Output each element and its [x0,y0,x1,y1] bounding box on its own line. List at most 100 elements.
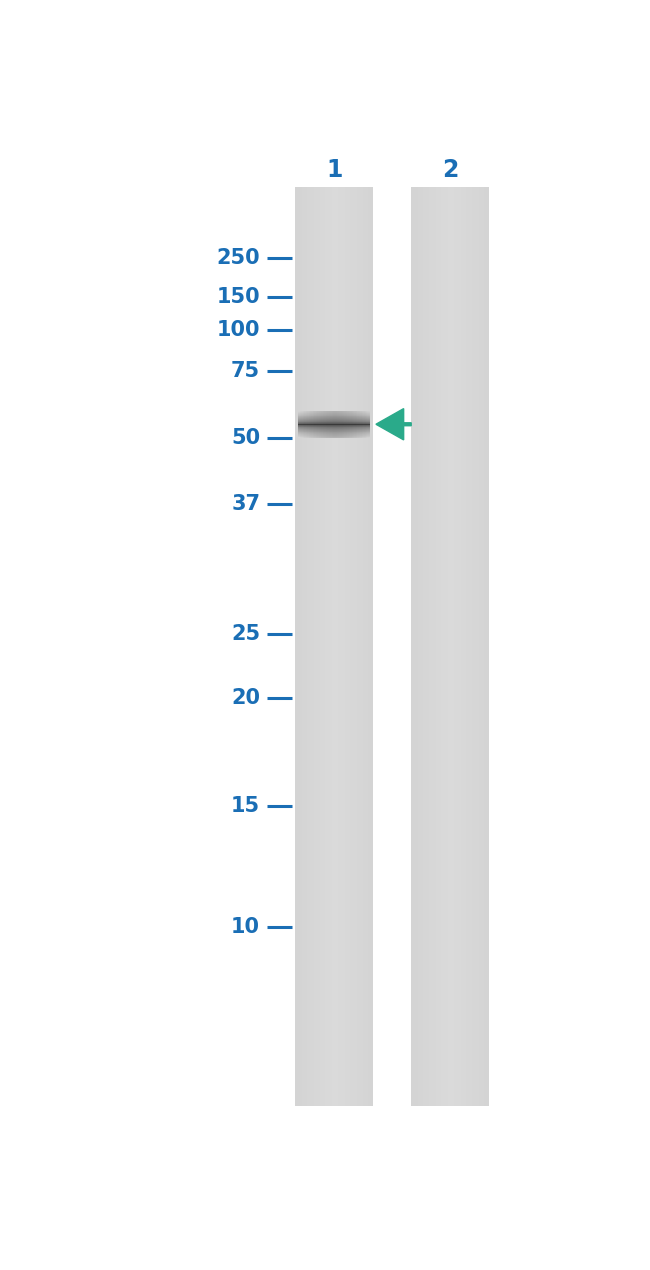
Bar [322,410,323,438]
Text: 15: 15 [231,795,260,815]
Bar [329,187,330,1106]
Bar [342,187,343,1106]
Bar [435,187,436,1106]
Bar [417,187,418,1106]
Bar [332,187,333,1106]
Bar [295,187,296,1106]
Bar [354,187,355,1106]
Bar [424,187,426,1106]
Bar [358,410,359,438]
Bar [364,187,365,1106]
Bar [414,187,415,1106]
Bar [335,187,337,1106]
Bar [307,187,308,1106]
Bar [448,187,449,1106]
Bar [367,410,369,438]
Text: 1: 1 [326,157,343,182]
Bar [457,187,458,1106]
Bar [432,187,434,1106]
Bar [311,187,312,1106]
Bar [347,410,349,438]
Bar [339,187,341,1106]
Bar [325,187,326,1106]
Bar [296,187,298,1106]
Text: 10: 10 [231,917,260,937]
Bar [436,187,437,1106]
Bar [431,187,432,1106]
Bar [411,187,413,1106]
Bar [482,187,483,1106]
Bar [418,187,419,1106]
Bar [421,187,422,1106]
Bar [307,410,309,438]
Bar [439,187,440,1106]
Bar [302,187,303,1106]
Bar [368,187,369,1106]
Bar [462,187,463,1106]
Bar [316,187,317,1106]
Bar [449,187,450,1106]
Bar [360,187,361,1106]
Bar [423,187,424,1106]
Bar [370,187,372,1106]
Text: 50: 50 [231,428,260,448]
Bar [454,187,456,1106]
Bar [333,187,334,1106]
Bar [415,187,417,1106]
Bar [313,410,314,438]
Text: 2: 2 [442,157,459,182]
Bar [428,187,430,1106]
Bar [334,410,336,438]
Bar [303,410,304,438]
Text: 100: 100 [216,320,260,340]
Bar [358,187,359,1106]
Bar [419,187,421,1106]
Bar [367,187,368,1106]
Bar [298,187,299,1106]
Bar [299,187,300,1106]
Bar [365,187,367,1106]
Bar [324,187,325,1106]
Bar [354,410,356,438]
Bar [445,187,447,1106]
Bar [483,187,484,1106]
Bar [458,187,460,1106]
Bar [310,410,311,438]
Text: 20: 20 [231,688,260,709]
Bar [347,187,348,1106]
Bar [443,187,444,1106]
Bar [452,187,453,1106]
Bar [344,187,346,1106]
Bar [350,410,352,438]
Bar [330,410,332,438]
Bar [317,187,318,1106]
Bar [469,187,470,1106]
Bar [308,187,309,1106]
Bar [337,410,339,438]
Text: 250: 250 [216,248,260,268]
Bar [341,410,343,438]
Bar [478,187,479,1106]
Bar [330,187,332,1106]
Bar [311,410,313,438]
Bar [361,187,363,1106]
Bar [355,187,356,1106]
Bar [318,410,320,438]
Bar [309,187,311,1106]
Bar [444,187,445,1106]
Bar [484,187,486,1106]
Bar [316,410,317,438]
Bar [315,187,316,1106]
Bar [366,410,367,438]
Bar [352,410,353,438]
Bar [320,410,322,438]
Bar [365,410,366,438]
Bar [465,187,466,1106]
Bar [450,187,452,1106]
Bar [486,187,487,1106]
Bar [479,187,480,1106]
Bar [422,187,423,1106]
Bar [413,187,414,1106]
Bar [343,410,344,438]
Bar [300,187,302,1106]
